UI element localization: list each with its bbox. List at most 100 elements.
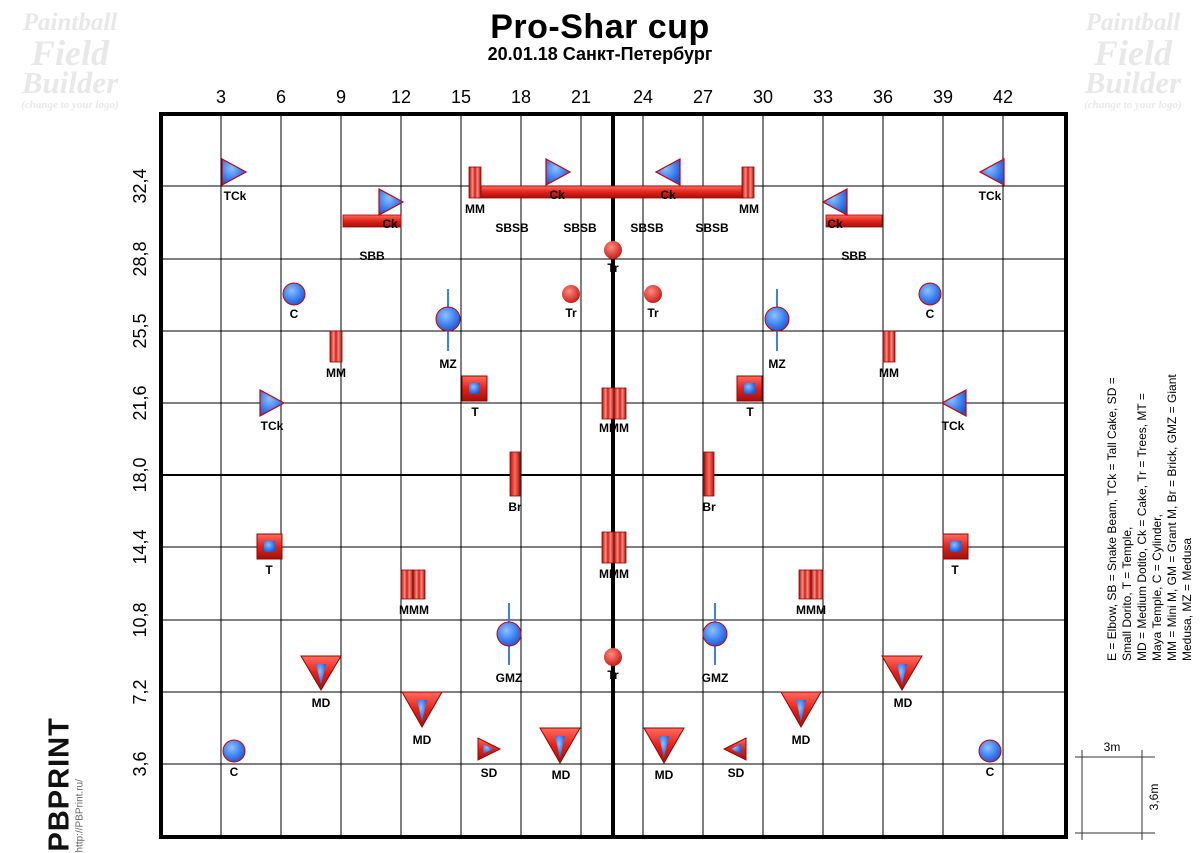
bunker-label: Br (702, 500, 716, 514)
snake-beam-bunker (825, 214, 883, 228)
snake-beam-bunker (342, 214, 402, 228)
bunker-label: TCk (261, 419, 284, 433)
x-tick: 33 (813, 87, 833, 107)
bunker-label: GMZ (702, 671, 729, 685)
x-tick: 24 (633, 87, 653, 107)
brick-bunker (703, 451, 715, 497)
bunker-label: C (986, 765, 995, 779)
y-tick: 21,6 (130, 385, 150, 420)
x-tick: 36 (873, 87, 893, 107)
x-tick: 27 (693, 87, 713, 107)
bunker-label: SBSB (563, 221, 597, 235)
watermark-logo-left: Paintball Field Builder (change to your … (21, 9, 119, 111)
tree-bunker (562, 285, 580, 303)
bunker-label: MM (465, 202, 485, 216)
bunker-label: TCk (979, 189, 1002, 203)
cake-bunker (821, 187, 848, 217)
y-tick: 10,8 (130, 602, 150, 637)
mini-m-bunker (613, 387, 627, 420)
tall-cake-bunker (221, 157, 248, 187)
tall-cake-bunker (978, 157, 1005, 187)
bunker-label: MD (894, 696, 913, 710)
bunker-label: MD (312, 696, 331, 710)
page-title: Pro-Shar cup (490, 8, 710, 46)
mini-m-bunker (798, 569, 812, 600)
giant-medusa-bunker (496, 621, 522, 647)
y-tick: 7,2 (130, 679, 150, 704)
watermark-logo-right: Paintball Field Builder (change to your … (1084, 9, 1182, 111)
x-tick: 39 (933, 87, 953, 107)
tree-bunker (644, 285, 662, 303)
x-tick: 18 (511, 87, 531, 107)
bunker-label: MZ (439, 357, 456, 371)
bunker-label: MM (739, 202, 759, 216)
bunker-label: MMM (599, 421, 629, 435)
bunker-label: SBSB (495, 221, 529, 235)
bunker-label: MZ (768, 357, 785, 371)
mini-m-bunker (468, 166, 482, 199)
bunker-label: Ck (827, 217, 843, 231)
temple-bunker (942, 533, 969, 560)
tree-bunker (604, 648, 622, 666)
page-subtitle: 20.01.18 Санкт-Петербург (487, 44, 713, 64)
bunker-label: T (265, 563, 273, 577)
x-tick: 15 (451, 87, 471, 107)
bunker-label: SBSB (695, 221, 729, 235)
bunker-label: SD (481, 766, 498, 780)
tall-cake-bunker (259, 388, 286, 418)
bunker-label: GMZ (496, 671, 523, 685)
scale-height-label: 3,6m (1147, 784, 1161, 811)
y-tick: 32,4 (130, 168, 150, 203)
bunker-label: MM (879, 366, 899, 380)
bunker-label: T (951, 563, 959, 577)
bunker-label: Tr (607, 261, 619, 275)
x-tick: 30 (753, 87, 773, 107)
snake-beam-bunker (477, 185, 745, 199)
cylinder-bunker (918, 282, 942, 306)
x-tick: 3 (216, 87, 226, 107)
tree-bunker (604, 241, 622, 259)
mini-m-bunker (741, 166, 755, 199)
bunker-label: C (926, 307, 935, 321)
x-tick: 21 (571, 87, 591, 107)
bunker-label: MMM (399, 603, 429, 617)
y-tick: 18,0 (130, 457, 150, 492)
cake-bunker (654, 157, 681, 187)
bunker-label: TCk (224, 189, 247, 203)
y-tick: 3,6 (130, 751, 150, 776)
bunker-label: C (230, 765, 239, 779)
y-tick: 28,8 (130, 241, 150, 276)
bunker-label: Tr (565, 306, 577, 320)
cake-bunker (378, 187, 405, 217)
mini-m-bunker (601, 531, 615, 564)
medusa-bunker (435, 306, 461, 332)
cylinder-bunker (222, 739, 246, 763)
mini-m-bunker (601, 387, 615, 420)
bunker-label: Ck (660, 188, 676, 202)
cake-bunker (545, 157, 572, 187)
y-axis: 32,4 28,8 25,5 21,6 18,0 14,4 10,8 7,2 3… (130, 168, 150, 776)
bunker-label: MD (655, 768, 674, 782)
y-tick: 25,5 (130, 313, 150, 348)
bunker-label: SBSB (630, 221, 664, 235)
bunker-label: MD (552, 768, 571, 782)
mini-m-bunker (412, 569, 426, 600)
bunker-label: MD (792, 733, 811, 747)
bunker-label: Ck (549, 188, 565, 202)
bunker-label: MMM (796, 603, 826, 617)
grid (159, 112, 1068, 839)
bunker-label: T (471, 405, 479, 419)
mini-m-bunker (329, 330, 343, 363)
bunker-label: SD (728, 766, 745, 780)
medusa-bunker (764, 306, 790, 332)
cylinder-bunker (282, 282, 306, 306)
bunker-label: Ck (382, 217, 398, 231)
bunker-label: C (290, 307, 299, 321)
bunkers: MM MM TCk TCk TCk TCk Ck Ck Ck Ck SBSB S… (221, 157, 1005, 782)
tall-cake-bunker (940, 388, 967, 418)
x-tick: 12 (391, 87, 411, 107)
giant-medusa-bunker (702, 621, 728, 647)
brick-bunker (509, 451, 521, 497)
bunker-label: T (746, 405, 754, 419)
bunker-label: Br (508, 500, 522, 514)
